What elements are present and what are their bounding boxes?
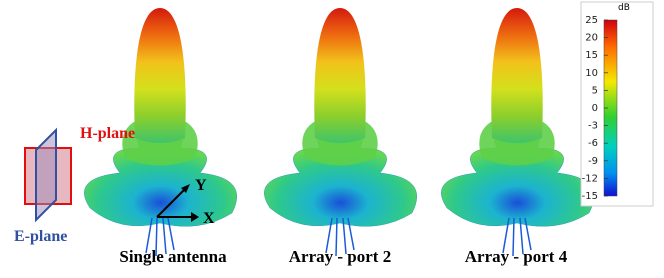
colorbar-tick-label: -9 (588, 156, 598, 167)
colorbar-tick-label: 15 (585, 50, 598, 61)
colorbar-tick-label: 0 (592, 103, 598, 114)
caption: Array - port 2 (289, 247, 391, 266)
colorbar-tick-label: -3 (588, 121, 598, 132)
colorbar-tick-label: -12 (582, 173, 598, 184)
pattern-port4 (441, 8, 593, 256)
e-plane-icon (36, 130, 56, 220)
colorbar-tick-label: 5 (592, 85, 598, 96)
colorbar-unit: dB (618, 3, 630, 13)
colorbar-tick-label: -15 (582, 191, 598, 202)
colorbar-tick-label: -6 (588, 138, 598, 149)
figure: Y X H-plane E-plane Single antenna Array… (0, 0, 664, 278)
axis-x-label: X (203, 210, 215, 227)
h-plane-label: H-plane (80, 125, 135, 142)
colorbar-tick-label: 25 (585, 15, 598, 26)
axis-y-label: Y (195, 177, 207, 194)
e-plane-label: E-plane (14, 228, 67, 245)
caption: Single antenna (119, 247, 227, 266)
colorbar-tick-label: 20 (585, 33, 598, 44)
colorbar-tick-label: 10 (585, 68, 598, 79)
caption: Array - port 4 (465, 247, 568, 266)
pattern-port2 (264, 8, 416, 256)
